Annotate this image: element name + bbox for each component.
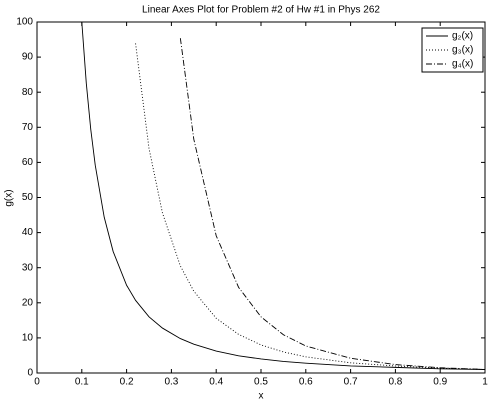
x-tick-label: 0.1 — [75, 377, 89, 388]
y-tick-label: 70 — [22, 122, 34, 133]
y-tick-label: 50 — [22, 192, 34, 203]
x-tick-label: 0.8 — [388, 377, 402, 388]
plot-frame — [36, 21, 486, 374]
x-tick-label: 0.5 — [254, 377, 268, 388]
x-tick-label: 1 — [482, 377, 488, 388]
x-tick-label: 0.7 — [344, 377, 358, 388]
x-axis-label: x — [259, 391, 264, 402]
y-tick-label: 20 — [22, 297, 34, 308]
x-tick-label: 0.2 — [120, 377, 134, 388]
legend-label: g₄(x) — [452, 59, 473, 70]
y-tick-label: 0 — [27, 368, 33, 379]
legend-label: g₃(x) — [452, 45, 473, 56]
y-tick-label: 100 — [16, 17, 33, 28]
series-line — [81, 21, 486, 370]
y-tick-label: 80 — [22, 87, 34, 98]
y-axis-label: g(x) — [4, 189, 15, 206]
y-tick-label: 60 — [22, 157, 34, 168]
y-tick-label: 90 — [22, 52, 34, 63]
y-tick-label: 10 — [22, 333, 34, 344]
legend-label: g₂(x) — [452, 31, 473, 42]
x-tick-label: 0.9 — [433, 377, 447, 388]
chart-title: Linear Axes Plot for Problem #2 of Hw #1… — [142, 5, 380, 16]
y-tick-label: 40 — [22, 227, 34, 238]
x-tick-label: 0.3 — [164, 377, 178, 388]
series-line — [135, 43, 486, 370]
y-tick-label: 30 — [22, 262, 34, 273]
x-tick-label: 0 — [34, 377, 40, 388]
x-tick-label: 0.6 — [299, 377, 313, 388]
x-tick-label: 0.4 — [209, 377, 223, 388]
series-line — [179, 38, 486, 370]
